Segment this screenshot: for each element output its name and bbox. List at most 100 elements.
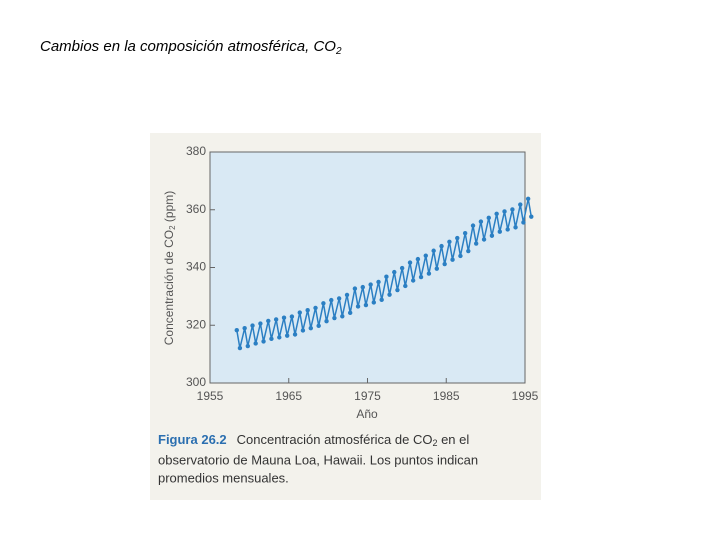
data-point [505,227,510,232]
data-line [236,198,533,349]
caption-line: promedios mensuales. [158,470,289,485]
data-point [277,335,282,340]
data-point [242,325,247,331]
data-point [415,256,421,262]
caption-line: observatorio de Mauna Loa, Hawaii. Los p… [158,452,478,467]
slide-title: Cambios en la composición atmosférica, C… [40,38,342,57]
data-point [266,318,271,324]
data-point [347,310,353,316]
data-point [521,220,526,225]
y-axis-label: Concentración de CO2 (ppm) [162,191,177,346]
data-point [321,301,326,306]
x-tick-label: 1985 [433,389,460,403]
data-point [250,323,255,328]
data-point [447,239,452,245]
y-tick-label: 300 [186,375,206,389]
x-tick-label: 1965 [275,389,302,403]
data-point [434,266,439,271]
data-point [486,215,491,221]
data-point [297,310,302,315]
data-point [289,314,295,319]
data-point [332,315,337,321]
ylabel-text: Concentración de CO [162,230,176,345]
data-point [442,261,447,267]
data-point [494,211,499,216]
data-point [292,332,298,337]
plot-area [209,151,526,384]
data-point [269,336,274,342]
data-point [258,321,263,326]
x-tick-label: 1995 [512,389,539,403]
data-point [340,314,345,319]
data-point [329,297,334,303]
data-point [261,339,266,344]
data-point [245,343,250,349]
data-point [379,297,384,303]
data-point [510,207,515,212]
data-point [418,274,424,280]
data-point [355,304,361,309]
ylabel-sub: 2 [168,225,177,230]
data-point [360,284,365,290]
y-tick-label: 380 [186,144,206,158]
data-point [336,296,342,301]
data-point [387,292,392,297]
data-point [234,327,239,333]
data-point [371,300,376,305]
data-point [407,260,413,265]
data-point [513,225,518,230]
data-point [529,214,534,219]
data-point [439,243,444,249]
data-point [300,328,306,333]
caption-text: Concentración atmosférica de CO [237,432,433,447]
data-point [273,317,279,322]
caption-line: Figura 26.2 Concentración atmosférica de … [158,432,469,448]
data-point [489,233,495,238]
title-text: Cambios en la composición atmosférica, C… [40,38,336,55]
data-point [395,287,400,293]
data-point [455,235,460,241]
data-point [384,274,389,279]
data-point [392,269,397,275]
data-point [410,278,416,283]
data-point [324,319,329,324]
data-point [281,315,287,320]
y-tick-label: 360 [186,202,206,216]
data-point [313,305,318,311]
data-point [450,257,455,262]
data-point [237,345,243,351]
data-point [478,219,484,224]
data-point [458,253,463,259]
data-point [466,248,471,254]
data-point [352,286,358,291]
y-tick-label: 340 [186,260,206,274]
caption-text: en el [437,432,469,447]
data-point [376,279,381,285]
data-point [502,209,507,214]
data-point [426,271,432,276]
data-point [403,283,408,289]
data-point [253,341,258,346]
x-tick-label: 1955 [197,389,224,403]
y-tick-label: 320 [186,317,206,331]
ylabel-unit: (ppm) [162,191,176,226]
caption-sub: 2 [432,438,437,448]
data-point [363,302,369,308]
data-point [525,196,531,201]
data-point [431,248,436,253]
x-tick-label: 1975 [354,389,381,403]
caption-label: Figura 26.2 [158,432,227,447]
data-point [368,282,373,287]
data-point [473,241,479,246]
data-point [316,323,321,329]
data-point [399,265,405,271]
data-point [518,202,523,207]
data-point [481,237,487,242]
data-point [497,229,502,234]
data-point [470,223,476,228]
data-point [344,292,350,298]
title-sub: 2 [335,46,342,57]
data-point [423,253,428,258]
